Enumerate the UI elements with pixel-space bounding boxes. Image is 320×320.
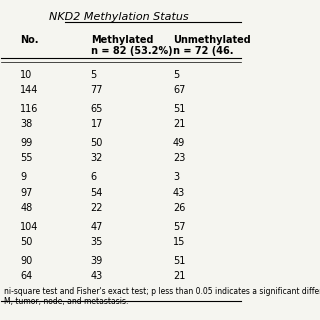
Text: Unmethylated
n = 72 (46.: Unmethylated n = 72 (46. [173,35,251,56]
Text: 47: 47 [91,222,103,232]
Text: 55: 55 [20,153,33,163]
Text: 50: 50 [91,138,103,148]
Text: 90: 90 [20,256,32,266]
Text: 43: 43 [173,188,185,197]
Text: No.: No. [20,35,39,45]
Text: Methylated
n = 82 (53.2%): Methylated n = 82 (53.2%) [91,35,172,56]
Text: 9: 9 [20,172,26,182]
Text: 97: 97 [20,188,33,197]
Text: NKD2 Methylation Status: NKD2 Methylation Status [49,12,189,22]
Text: 38: 38 [20,119,32,129]
Text: 104: 104 [20,222,39,232]
Text: 57: 57 [173,222,185,232]
Text: 5: 5 [91,69,97,80]
Text: 48: 48 [20,203,32,213]
Text: 3: 3 [173,172,179,182]
Text: 35: 35 [91,237,103,247]
Text: 77: 77 [91,85,103,95]
Text: 51: 51 [173,256,185,266]
Text: 10: 10 [20,69,32,80]
Text: 17: 17 [91,119,103,129]
Text: 49: 49 [173,138,185,148]
Text: 67: 67 [173,85,185,95]
Text: 6: 6 [91,172,97,182]
Text: 23: 23 [173,153,185,163]
Text: 39: 39 [91,256,103,266]
Text: 54: 54 [91,188,103,197]
Text: 26: 26 [173,203,185,213]
Text: 99: 99 [20,138,32,148]
Text: 22: 22 [91,203,103,213]
Text: 21: 21 [173,119,185,129]
Text: 144: 144 [20,85,39,95]
Text: 43: 43 [91,271,103,281]
Text: 15: 15 [173,237,185,247]
Text: 65: 65 [91,104,103,114]
Text: 116: 116 [20,104,39,114]
Text: 5: 5 [173,69,179,80]
Text: 64: 64 [20,271,32,281]
Text: 21: 21 [173,271,185,281]
Text: 50: 50 [20,237,33,247]
Text: 51: 51 [173,104,185,114]
Text: ni-square test and Fisher's exact test; p less than 0.05 indicates a significant: ni-square test and Fisher's exact test; … [4,286,320,306]
Text: 32: 32 [91,153,103,163]
